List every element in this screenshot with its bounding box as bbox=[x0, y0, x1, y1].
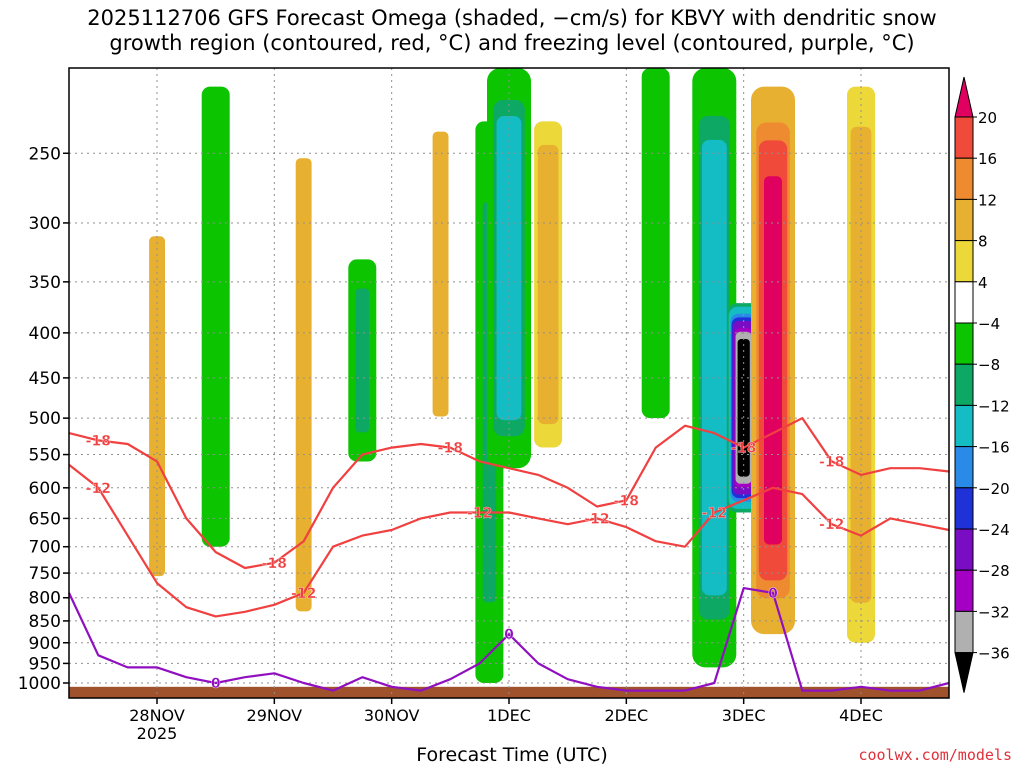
omega-shading bbox=[149, 68, 875, 683]
colorbar-segment bbox=[954, 487, 974, 530]
freezing-level-contour bbox=[68, 586, 950, 692]
y-tick-label: 900 bbox=[29, 634, 61, 654]
colorbar-bottom-arrow bbox=[954, 652, 974, 693]
y-tick-label: 600 bbox=[29, 479, 61, 499]
colorbar-label: 16 bbox=[978, 150, 997, 168]
contour-label: -12 bbox=[467, 506, 492, 522]
colorbar-segment bbox=[954, 240, 974, 283]
title-line-1: 2025112706 GFS Forecast Omega (shaded, −… bbox=[87, 6, 937, 30]
omega-cell bbox=[648, 118, 663, 368]
colorbar-label: −16 bbox=[978, 439, 1010, 457]
x-tick-label: 29NOV bbox=[247, 706, 303, 725]
contour-label: -12 bbox=[584, 511, 609, 527]
y-tick-label: 1000 bbox=[18, 674, 61, 694]
contour-label: 0 bbox=[504, 627, 514, 643]
omega-cell bbox=[355, 288, 369, 433]
y-tick-label: 350 bbox=[29, 273, 61, 293]
x-tick-sublabel: 2025 bbox=[137, 724, 178, 743]
omega-cell bbox=[737, 339, 750, 477]
colorbar-segment bbox=[954, 446, 974, 489]
colorbar-segment bbox=[954, 610, 974, 654]
contour-label: -12 bbox=[86, 481, 111, 497]
colorbar-segment bbox=[954, 528, 974, 571]
x-tick-label: 28NOV bbox=[129, 706, 185, 725]
colorbar-label: 8 bbox=[978, 233, 988, 251]
contour-label: -18 bbox=[731, 441, 756, 457]
colorbar-label: −32 bbox=[978, 603, 1010, 621]
contour-label: 0 bbox=[768, 586, 778, 602]
contour-label: 0 bbox=[211, 676, 221, 692]
omega-cell bbox=[295, 158, 312, 612]
colorbar: 20 16 12 8 4 −4 −8 −12 −16 −20 −24 −28 −32 −36 bbox=[954, 76, 1010, 693]
colorbar-label: −20 bbox=[978, 480, 1010, 498]
y-tick-label: 250 bbox=[29, 144, 61, 164]
omega-cell bbox=[149, 236, 165, 577]
omega-cell bbox=[705, 163, 724, 572]
colorbar-segment bbox=[954, 198, 974, 242]
y-tick-label: 400 bbox=[29, 324, 61, 344]
contour-label: -12 bbox=[702, 506, 727, 522]
y-axis: 2503003504004505005506006507007508008509… bbox=[18, 144, 69, 694]
colorbar-segment bbox=[954, 322, 974, 365]
colorbar-label: 4 bbox=[978, 274, 988, 292]
omega-cell bbox=[432, 131, 449, 417]
y-tick-label: 550 bbox=[29, 446, 61, 466]
y-tick-label: 700 bbox=[29, 538, 61, 558]
dgz-contour-minus18 bbox=[68, 417, 950, 570]
y-tick-label: 850 bbox=[29, 612, 61, 632]
omega-cell bbox=[854, 166, 868, 563]
x-tick-label: 3DEC bbox=[722, 706, 766, 725]
y-tick-label: 950 bbox=[29, 654, 61, 674]
colorbar-label: −28 bbox=[978, 562, 1010, 580]
colorbar-segment bbox=[954, 363, 974, 406]
credit-link[interactable]: coolwx.com/models bbox=[858, 746, 1012, 764]
colorbar-label: −36 bbox=[978, 645, 1010, 663]
contour-layer bbox=[68, 417, 950, 692]
colorbar-segment bbox=[954, 116, 974, 159]
x-axis-title: Forecast Time (UTC) bbox=[416, 744, 608, 766]
colorbar-segment bbox=[954, 569, 974, 612]
x-tick-label: 2DEC bbox=[604, 706, 648, 725]
omega-cell bbox=[208, 152, 223, 481]
omega-cell bbox=[499, 132, 519, 405]
contour-label: -12 bbox=[291, 586, 316, 602]
colorbar-label: 12 bbox=[978, 191, 997, 209]
colorbar-segment bbox=[954, 404, 974, 448]
y-tick-label: 500 bbox=[29, 409, 61, 429]
y-tick-label: 300 bbox=[29, 214, 61, 234]
x-tick-label: 4DEC bbox=[839, 706, 883, 725]
y-tick-label: 750 bbox=[29, 564, 61, 584]
x-tick-label: 1DEC bbox=[487, 706, 531, 725]
omega-cell bbox=[541, 168, 555, 401]
contour-label: -18 bbox=[819, 454, 844, 470]
contour-label: -12 bbox=[819, 517, 844, 533]
contour-label: -18 bbox=[262, 556, 287, 572]
chart-title: 2025112706 GFS Forecast Omega (shaded, −… bbox=[0, 6, 1024, 56]
colorbar-label: −24 bbox=[978, 521, 1010, 539]
contour-label: -18 bbox=[614, 493, 639, 509]
contour-label: -18 bbox=[86, 433, 111, 449]
colorbar-label: 20 bbox=[978, 109, 997, 127]
omega-cell bbox=[764, 176, 782, 545]
colorbar-segment bbox=[954, 157, 974, 200]
grid-layer bbox=[69, 68, 949, 698]
y-tick-label: 800 bbox=[29, 589, 61, 609]
colorbar-segment bbox=[954, 281, 974, 324]
colorbar-label: −8 bbox=[978, 356, 1000, 374]
y-tick-label: 650 bbox=[29, 509, 61, 529]
x-tick-label: 30NOV bbox=[364, 706, 420, 725]
contour-label: -18 bbox=[438, 441, 463, 457]
colorbar-label: −4 bbox=[978, 315, 1000, 333]
y-tick-label: 450 bbox=[29, 369, 61, 389]
dgz-contour-minus12 bbox=[68, 463, 950, 618]
colorbar-top-arrow bbox=[954, 76, 974, 118]
title-line-2: growth region (contoured, red, °C) and f… bbox=[109, 31, 915, 55]
colorbar-label: −12 bbox=[978, 397, 1010, 415]
